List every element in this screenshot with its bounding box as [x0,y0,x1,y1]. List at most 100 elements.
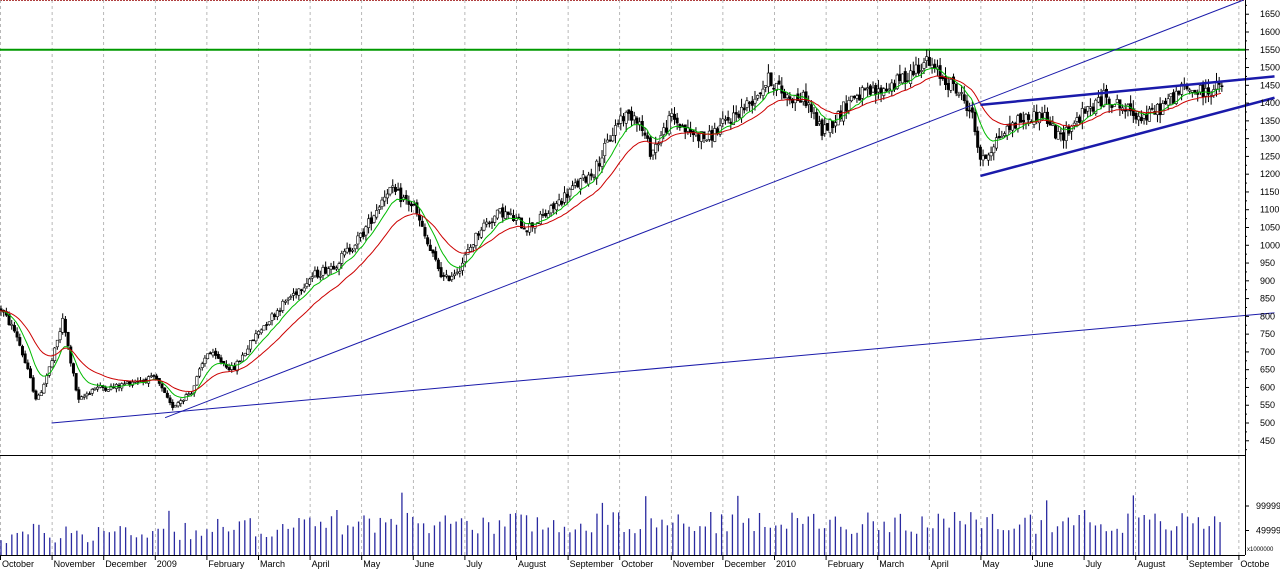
candle-body [774,82,778,91]
candle-body [122,383,126,386]
candle-body [799,100,803,103]
candle-body [943,76,947,86]
volume-axis: 49999 99999 x1000000 [1245,501,1280,553]
candle-body [702,131,706,139]
candle-body [828,119,832,133]
candle-body [1190,90,1194,93]
candle-body [278,310,282,312]
candle-body [377,206,381,210]
candle-body [549,205,553,214]
candle-body [316,269,320,278]
candle-body [960,92,964,94]
candle-body [1064,127,1068,141]
candle-body [426,237,430,245]
price-tick-label: 650 [1260,365,1275,375]
candle-body [356,235,360,245]
candle-body [455,271,459,274]
candle-body [876,88,880,93]
candle-body [1115,99,1119,103]
candle-body [522,227,526,230]
candle-body [1094,99,1098,114]
candle-body [949,79,953,91]
candle-body [361,231,365,237]
month-label: December [724,559,766,569]
candle-body [721,118,725,124]
candle-body [1078,116,1082,123]
candle-body [155,375,159,380]
candle-body [882,88,886,96]
candle-body [485,221,489,225]
candle-body [211,352,215,356]
candle-body [367,218,371,228]
candle-body [825,123,829,131]
candle-body [511,215,515,221]
price-tick-label: 700 [1260,347,1275,357]
candle-body [181,399,185,402]
candle-body [93,387,97,390]
candle-body [866,87,870,90]
candle-body [600,157,604,167]
candle-body [58,331,62,341]
candle-body [603,143,607,157]
price-tick-label: 800 [1260,311,1275,321]
candle-body [434,251,438,260]
candle-body [584,176,588,183]
candle-body [844,103,848,112]
candle-body [833,122,837,127]
candle-body [1088,106,1092,109]
candle-body [372,215,376,223]
month-label: September [1189,559,1233,569]
price-tick-label: 550 [1260,400,1275,410]
candle-body [823,124,827,134]
candle-body [1198,85,1202,93]
price-tick-label: 950 [1260,258,1275,268]
candle-body [544,212,548,217]
candle-body [852,95,856,99]
candle-body [868,85,872,95]
candle-body [291,292,295,296]
candle-body [608,139,612,142]
candle-body [895,74,899,89]
candle-body [785,94,789,99]
candle-body [369,217,373,224]
volume-tick-label: 49999 [1256,526,1280,536]
candle-body [439,267,443,278]
candle-body [254,333,258,342]
price-tick-label: 750 [1260,329,1275,339]
volume-panel [0,492,1221,555]
price-tick-label: 1200 [1260,169,1280,179]
candle-body [506,211,510,215]
candle-body [493,215,497,223]
candle-body [393,187,397,192]
candle-body [404,194,408,200]
candle-body [758,92,762,95]
candle-body [1005,125,1009,136]
candle-body [587,174,591,185]
candle-body [1166,98,1170,106]
candle-body [479,229,483,238]
candle-body [898,73,902,82]
candle-body [957,93,961,96]
candle-body [538,213,542,225]
candle-body [423,227,427,237]
candle-body [179,400,183,404]
candle-body [1161,103,1165,115]
candle-body [581,174,585,179]
candle-body [820,119,824,136]
candle-body [321,267,325,276]
candle-body [911,70,915,76]
candle-body [332,265,336,270]
candle-body [281,300,285,311]
candle-body [627,109,631,114]
price-tick-label: 1150 [1260,187,1279,197]
month-label: 2009 [157,559,177,569]
price-tick-label: 1650 [1260,9,1280,19]
candle-body [1021,119,1025,123]
candle-body [764,85,768,88]
candle-body [1000,136,1004,138]
price-tick-label: 1050 [1260,223,1280,233]
candle-body [474,232,478,246]
candle-body [415,202,419,214]
month-label: August [518,559,547,569]
